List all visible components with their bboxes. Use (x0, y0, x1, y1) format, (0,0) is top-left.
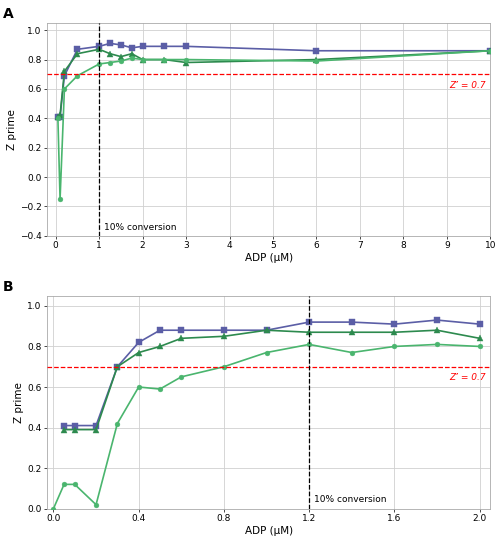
Text: 10% conversion: 10% conversion (313, 495, 386, 504)
Text: Z’ = 0.7: Z’ = 0.7 (449, 81, 486, 90)
Y-axis label: Z prime: Z prime (14, 382, 24, 422)
Text: Z’ = 0.7: Z’ = 0.7 (449, 373, 486, 382)
X-axis label: ADP (μM): ADP (μM) (244, 253, 293, 263)
Text: 10% conversion: 10% conversion (104, 223, 176, 231)
X-axis label: ADP (μM): ADP (μM) (244, 526, 293, 536)
Text: B: B (3, 280, 13, 294)
Text: A: A (3, 7, 14, 21)
Y-axis label: Z prime: Z prime (7, 109, 17, 150)
